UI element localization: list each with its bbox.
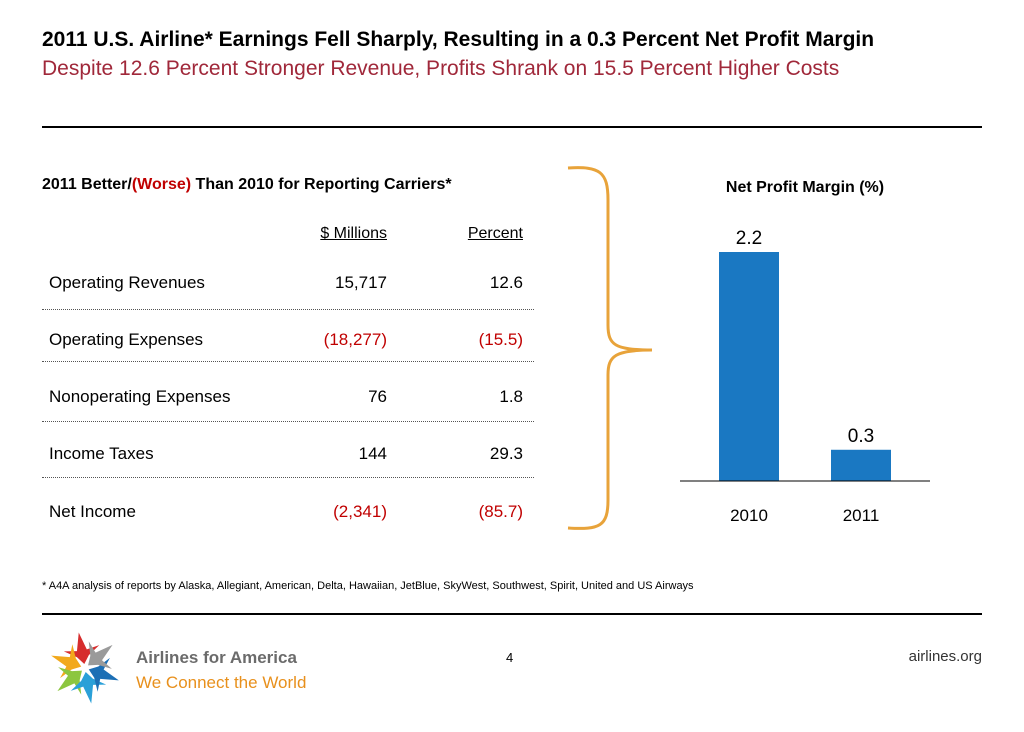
bar-2010 bbox=[719, 252, 779, 481]
table-heading: 2011 Better/(Worse) Than 2010 for Report… bbox=[42, 176, 452, 194]
bar-2011 bbox=[831, 449, 891, 481]
column-header-millions: $ Millions bbox=[320, 225, 387, 242]
curly-brace-icon bbox=[567, 166, 653, 530]
row-millions: (18,277) bbox=[323, 330, 387, 349]
row-millions: 15,717 bbox=[335, 273, 387, 292]
data-label-2011: 0.3 bbox=[848, 426, 874, 447]
net-profit-margin-chart: Net Profit Margin (%) 2.2 2010 0.3 2011 bbox=[680, 179, 930, 525]
row-separator bbox=[42, 477, 534, 478]
website-link[interactable]: airlines.org bbox=[908, 648, 982, 665]
page-title: 2011 U.S. Airline* Earnings Fell Sharply… bbox=[42, 28, 875, 51]
column-header-percent: Percent bbox=[467, 225, 523, 242]
row-label: Nonoperating Expenses bbox=[49, 387, 231, 406]
row-label: Income Taxes bbox=[49, 444, 154, 463]
row-percent: 1.8 bbox=[499, 387, 523, 406]
row-percent: (85.7) bbox=[478, 502, 523, 521]
row-percent: (15.5) bbox=[478, 330, 523, 349]
x-tick-label-2010: 2010 bbox=[730, 506, 768, 525]
page-number: 4 bbox=[506, 650, 514, 665]
brand-tagline: We Connect the World bbox=[136, 673, 307, 692]
row-label: Operating Expenses bbox=[49, 330, 204, 349]
table-row: Operating Expenses (18,277) (15.5) bbox=[42, 312, 534, 362]
row-separator bbox=[42, 421, 534, 422]
airlines-for-america-logo bbox=[51, 632, 119, 704]
footer-divider bbox=[42, 613, 982, 615]
brand-name: Airlines for America bbox=[136, 648, 297, 667]
table-heading-post: Than 2010 for Reporting Carriers* bbox=[191, 176, 452, 193]
row-label: Net Income bbox=[49, 502, 136, 521]
table-row: Operating Revenues 15,717 12.6 bbox=[42, 260, 534, 310]
table-heading-pre: 2011 Better/ bbox=[42, 176, 132, 193]
row-millions: (2,341) bbox=[333, 502, 387, 521]
table-row: Net Income (2,341) (85.7) bbox=[42, 488, 534, 538]
row-separator bbox=[42, 361, 534, 362]
row-millions: 76 bbox=[368, 387, 387, 406]
row-percent: 12.6 bbox=[489, 273, 523, 292]
header-divider bbox=[42, 126, 982, 128]
table-heading-worse: (Worse) bbox=[131, 176, 192, 193]
row-separator bbox=[42, 309, 534, 310]
table-row: Income Taxes 144 29.3 bbox=[42, 428, 534, 478]
table-row: Nonoperating Expenses 76 1.8 bbox=[42, 372, 534, 422]
data-label-2010: 2.2 bbox=[736, 228, 762, 249]
page-subtitle: Despite 12.6 Percent Stronger Revenue, P… bbox=[42, 57, 840, 80]
footnote: * A4A analysis of reports by Alaska, All… bbox=[42, 580, 694, 592]
x-tick-label-2011: 2011 bbox=[843, 506, 880, 525]
row-millions: 144 bbox=[358, 444, 387, 463]
row-label: Operating Revenues bbox=[49, 273, 205, 292]
row-percent: 29.3 bbox=[489, 444, 523, 463]
chart-title: Net Profit Margin (%) bbox=[726, 179, 884, 196]
